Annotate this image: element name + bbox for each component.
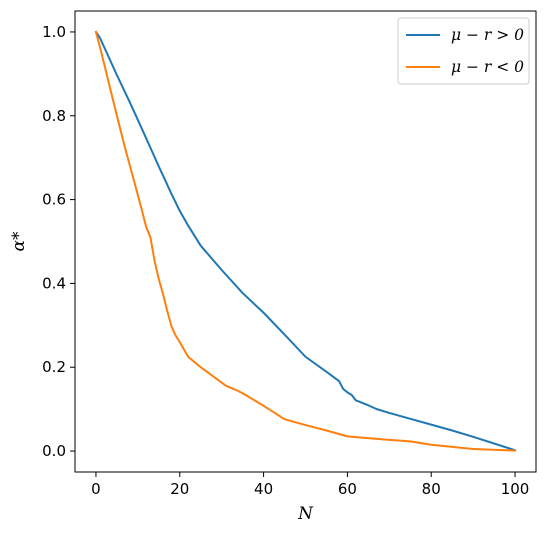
series-line-1 xyxy=(94,30,517,452)
y-tick-label: 0.0 xyxy=(42,442,66,460)
legend-label-series-1: μ − r > 0 xyxy=(451,26,524,44)
series-line-2 xyxy=(94,30,517,452)
x-axis-label: N xyxy=(297,504,314,524)
x-tick-label: 0 xyxy=(91,480,101,498)
y-tick-label: 0.6 xyxy=(42,191,66,209)
x-tick-label: 80 xyxy=(422,480,441,498)
x-tick-label: 100 xyxy=(501,480,530,498)
y-tick-label: 1.0 xyxy=(42,23,66,41)
x-tick-label: 60 xyxy=(338,480,357,498)
y-axis-label: α* xyxy=(9,231,29,251)
plot-area xyxy=(94,30,517,452)
legend: μ − r > 0 μ − r < 0 xyxy=(397,17,530,85)
y-tick-label: 0.2 xyxy=(42,358,66,376)
x-tick-label: 20 xyxy=(170,480,189,498)
plot-frame xyxy=(74,10,537,473)
legend-label-series-2: μ − r < 0 xyxy=(451,58,524,76)
x-tick-label: 40 xyxy=(254,480,273,498)
y-tick-label: 0.8 xyxy=(42,107,66,125)
y-tick-label: 0.4 xyxy=(42,274,66,292)
axes: 0 20 40 60 80 100 0.0 0.2 0.4 0.6 0.8 1.0 xyxy=(42,10,537,498)
